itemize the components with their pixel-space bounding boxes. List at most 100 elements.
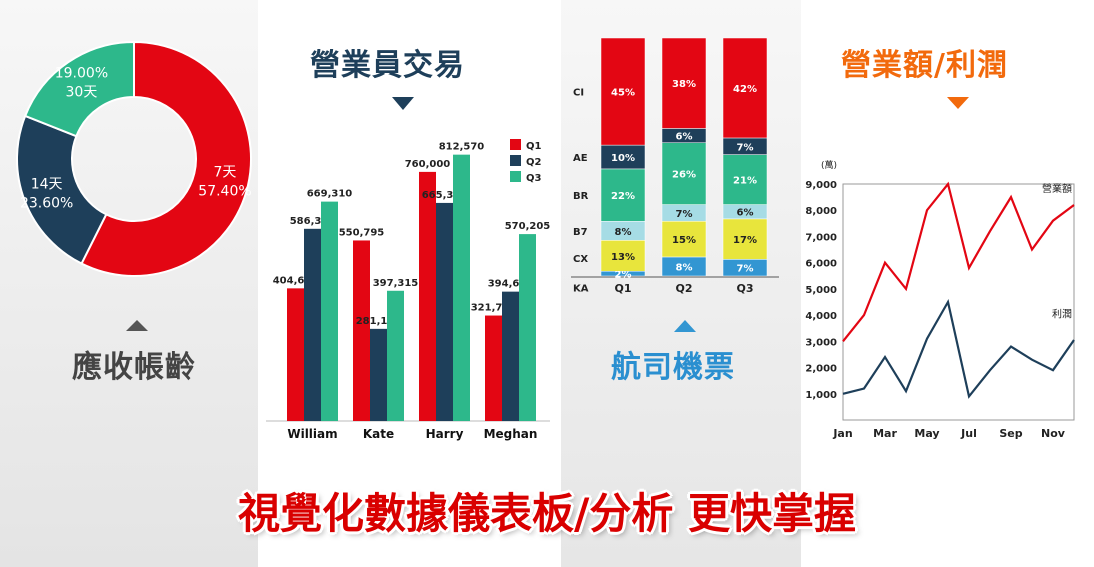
series-label: 營業額 [1042,182,1072,195]
sales-panel: 營業員交易 404,670 586,345 669,310 William 550,79… [258,0,561,567]
triangle-up-icon [126,320,148,331]
segment-value-label: 6% [676,132,693,143]
y-axis-unit: (萬) [821,159,837,171]
category-label: Harry [426,427,464,441]
series-label: 利潤 [1052,309,1072,321]
stack-segment [722,218,768,260]
bar [519,234,536,421]
segment-value-label: 22% [611,191,635,202]
category-label: Kate [363,427,394,441]
legend-label: Q3 [526,173,542,184]
bar-value-label: 760,000 [405,159,451,170]
legend-swatch [510,171,521,182]
aging-panel: 7天 57.40% 14天 23.60% 19.00% 30天 應收帳齡 [0,0,258,567]
donut-slice [23,40,135,138]
segment-value-label: 45% [611,88,635,99]
x-tick-label: Jul [960,427,977,440]
segment-value-label: 2% [615,270,632,281]
bar [304,228,321,421]
revenue-panel: 營業額/利潤 1,000 2,000 3,000 4,000 5,000 6,000 7,0… [801,0,1094,567]
bar-value-label: 586,345 [290,216,336,227]
series-label: BR [573,191,589,202]
segment-value-label: 13% [611,252,635,263]
triangle-up-icon [674,320,696,332]
bar-value-label: 404,670 [273,275,319,286]
y-tick-label: 9,000 [805,180,837,191]
bar-value-label: 669,310 [307,189,353,200]
x-tick-label: Nov [1041,427,1066,440]
series-label: CX [573,254,588,265]
y-tick-label: 6,000 [805,259,837,270]
legend-swatch [510,155,521,166]
x-tick-label: Sep [999,427,1022,440]
bar-value-label: 550,795 [339,227,385,238]
airline-panel: 2% 13% 8% 22% 10% 45% Q1 8% 15% 7% 26% 6% 38% Q2 7% 17%… [561,0,801,567]
donut-slice-label: 7天 [214,165,237,181]
segment-value-label: 42% [733,84,757,95]
series-line [842,181,1075,343]
bar-value-label: 812,570 [439,142,485,153]
airline-title: 航司機票 [611,350,735,385]
y-tick-label: 8,000 [805,206,837,217]
aging-donut-chart: 7天 57.40% 14天 23.60% 19.00% 30天 [16,40,252,277]
bar-value-label: 394,635 [488,279,534,290]
segment-value-label: 15% [672,235,696,246]
category-label: Meghan [484,427,538,441]
segment-value-label: 7% [676,209,693,220]
stack-segment [600,240,646,272]
legend-label: Q1 [526,141,542,152]
banner-text: 視覺化數據儀表板/分析 更快掌握 [238,489,856,538]
segment-value-label: 21% [733,176,757,187]
segment-value-label: 17% [733,235,757,246]
aging-title: 應收帳齡 [72,350,196,385]
category-label: Q2 [675,282,692,295]
bar [353,240,370,421]
y-tick-label: 5,000 [805,285,837,296]
triangle-down-icon [947,97,969,109]
y-tick-label: 4,000 [805,311,837,322]
segment-value-label: 7% [737,264,754,275]
segment-value-label: 10% [611,153,635,164]
bar-value-label: 321,750 [471,303,517,314]
sales-title: 營業員交易 [310,48,465,83]
category-label: William [287,427,337,441]
bar-value-label: 397,315 [373,278,419,289]
stack-segment [661,221,707,258]
bar [287,288,304,421]
stack-segment [722,37,768,139]
legend-swatch [510,139,521,150]
bar [321,201,338,421]
donut-slice-value: 23.60% [20,195,73,211]
series-label: CI [573,88,584,99]
bar-value-label: 570,205 [505,221,551,232]
bar [453,154,470,422]
bar [387,290,404,421]
y-tick-label: 3,000 [805,337,837,348]
series-label: B7 [573,227,588,238]
bar [502,291,519,421]
series-label: KA [573,284,589,295]
donut-slice-label: 19.00% [55,66,108,82]
segment-value-label: 6% [737,208,754,219]
segment-value-label: 8% [615,227,632,238]
segment-value-label: 7% [737,142,754,153]
stack-segment [661,37,707,129]
bar [370,328,387,421]
x-tick-label: May [914,427,939,440]
airline-stacked-chart: 2% 13% 8% 22% 10% 45% Q1 8% 15% 7% 26% 6% 38% Q2 7% 17%… [571,37,779,295]
stack-segment [661,142,707,205]
category-label: Q3 [736,282,753,295]
bar [419,171,436,421]
donut-slice-label: 14天 [31,176,63,192]
y-tick-label: 7,000 [805,232,837,243]
revenue-line-chart: 1,000 2,000 3,000 4,000 5,000 6,000 7,000 8,000… [805,159,1075,440]
y-tick-label: 1,000 [805,390,837,401]
stack-segment [600,37,646,146]
stack-segment [600,168,646,222]
segment-value-label: 8% [676,262,693,273]
bar-value-label: 281,130 [356,316,402,327]
y-tick-label: 2,000 [805,364,837,375]
revenue-title: 營業額/利潤 [841,48,1008,83]
segment-value-label: 38% [672,79,696,90]
stack-segment [722,154,768,205]
